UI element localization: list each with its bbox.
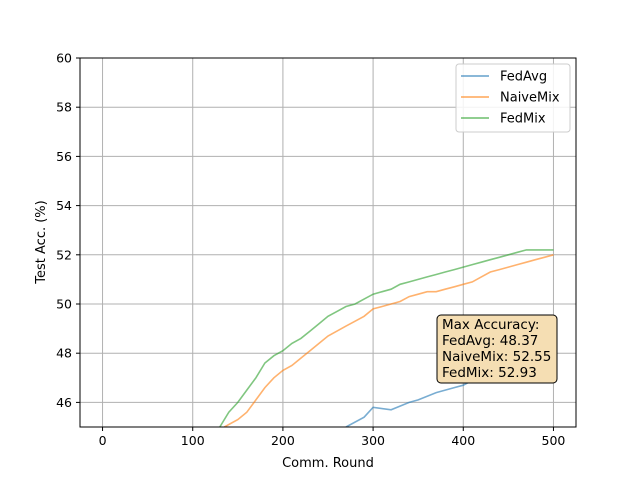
y-tick-label: 60 — [56, 51, 72, 66]
legend-box — [455, 63, 571, 133]
y-tick-label: 52 — [56, 247, 72, 262]
legend: FedAvg NaiveMix FedMix — [455, 63, 571, 133]
axes-frame — [79, 57, 577, 428]
annotation-line: Max Accuracy: — [442, 317, 539, 333]
y-tick-label: 48 — [56, 346, 72, 361]
series-line-naivemix — [223, 254, 554, 427]
y-axis-label: Test Acc. (%) — [34, 200, 49, 284]
x-tick-label: 500 — [542, 433, 566, 448]
x-tick-label: 200 — [271, 433, 295, 448]
annotation-line: FedAvg: 48.37 — [442, 333, 538, 349]
y-tick-label: 50 — [56, 297, 72, 312]
y-tick-label: 54 — [56, 198, 72, 213]
y-tick-label: 46 — [56, 395, 72, 410]
legend-label-fedmix: FedMix — [500, 112, 546, 127]
annotation-line: FedMix: 52.93 — [442, 365, 537, 381]
legend-label-naivemix: NaiveMix — [500, 91, 560, 106]
x-tick-label: 400 — [451, 433, 475, 448]
x-tick-label: 0 — [99, 433, 107, 448]
y-axis-ticks: 46 48 50 52 54 56 58 60 — [56, 51, 80, 410]
x-tick-label: 300 — [361, 433, 385, 448]
y-tick-label: 56 — [56, 149, 72, 164]
annotation-line: NaiveMix: 52.55 — [442, 349, 551, 365]
x-axis-label: Comm. Round — [282, 456, 374, 471]
x-tick-label: 100 — [181, 433, 205, 448]
series-line-fedmix — [219, 249, 554, 427]
y-tick-label: 58 — [56, 100, 72, 115]
annotation-box — [436, 314, 558, 384]
x-axis-ticks: 0 100 200 300 400 500 — [99, 427, 566, 448]
legend-label-fedavg: FedAvg — [500, 70, 547, 85]
